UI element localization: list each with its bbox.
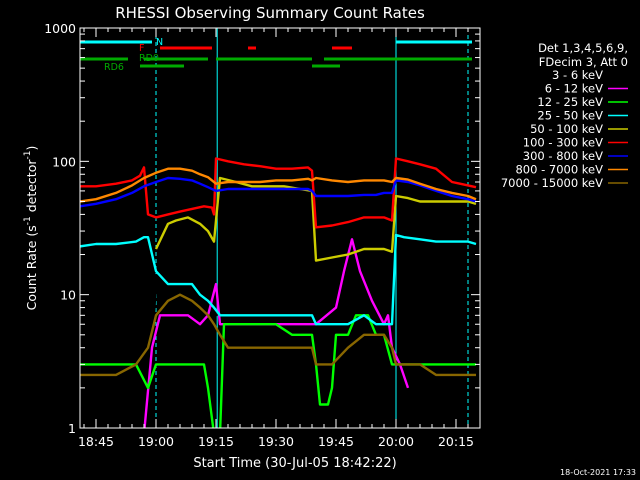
x-tick-label: 19:15 (198, 434, 234, 449)
legend-label-2: 12 - 25 keV (537, 95, 603, 109)
series-line-0 (144, 247, 392, 428)
y-axis-label-exponent2: -1 (23, 151, 33, 160)
plot-frame (79, 27, 481, 429)
flag-label-n: N (156, 37, 163, 48)
legend-label-6: 300 - 800 keV (523, 149, 603, 163)
x-tick-label: 19:45 (318, 434, 354, 449)
legend-label-3: 25 - 50 keV (537, 109, 603, 123)
series-line-3 (80, 233, 477, 326)
legend-label-8: 7000 - 15000 keV (501, 176, 603, 190)
y-axis-label-exponent1: -1 (23, 216, 33, 225)
y-tick-label: 100 (52, 154, 76, 169)
legend-title-line1: Det 1,3,4,5,6,9, (538, 41, 628, 55)
x-tick-label: 18:45 (78, 434, 114, 449)
series-group (80, 157, 477, 428)
y-axis-label-part2: detector (24, 159, 39, 217)
x-tick-label: 20:00 (378, 434, 414, 449)
y-tick-label: 1000 (44, 21, 76, 36)
x-tick-label: 19:30 (258, 434, 294, 449)
flag-label-rd6: RD6 (104, 62, 124, 73)
legend-label-1: 6 - 12 keV (545, 82, 603, 96)
chart-title: RHESSI Observing Summary Count Rates (115, 4, 425, 22)
y-axis-label-part3: ) (24, 146, 39, 151)
series-line-5 (80, 157, 477, 229)
y-axis-label-part1: Count Rate (s (24, 225, 39, 310)
flag-label-rd0: RD0 (139, 53, 159, 64)
x-tick-label: 20:15 (438, 434, 474, 449)
x-axis-label: Start Time (30-Jul-05 18:42:22) (193, 456, 396, 471)
legend-label-7: 800 - 7000 keV (515, 163, 603, 177)
x-tick-label: 19:00 (138, 434, 174, 449)
legend-label-0: 3 - 6 keV (552, 68, 603, 82)
series-line-8 (80, 293, 476, 377)
legend-label-4: 50 - 100 keV (530, 122, 603, 136)
legend-label-5: 100 - 300 keV (523, 136, 603, 150)
y-tick-label: 10 (60, 288, 76, 303)
y-axis-label: Count Rate (s-1 detector-1) (23, 146, 39, 311)
series-line-6 (80, 176, 477, 208)
y-tick-label: 1 (68, 421, 76, 436)
legend-title-line2: FDecim 3, Att 0 (539, 55, 628, 69)
series-line-1 (143, 238, 410, 428)
generation-timestamp: 18-Oct-2021 17:33 (560, 468, 636, 477)
series-line-4 (154, 176, 477, 262)
series-line-2 (80, 314, 476, 428)
series-line-7 (80, 167, 477, 203)
flag-label-f: F (139, 43, 144, 54)
